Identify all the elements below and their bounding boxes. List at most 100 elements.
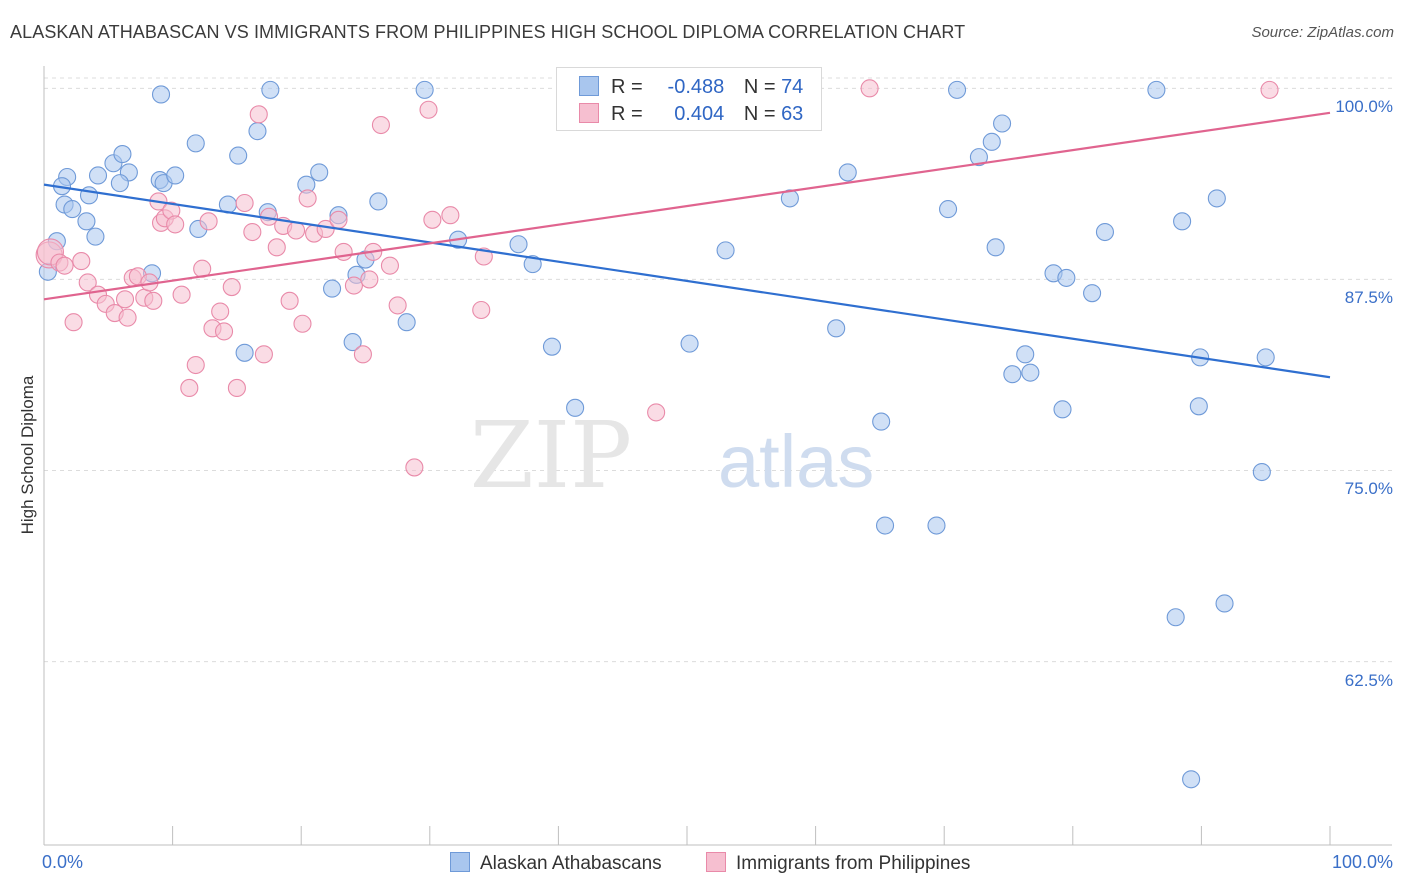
r-label: R = (611, 76, 643, 98)
athabascan-point (509, 235, 528, 254)
philippines-point (214, 322, 234, 341)
athabascan-point (872, 412, 891, 431)
athabascan-point (310, 163, 329, 182)
legend-label: Immigrants from Philippines (736, 853, 971, 874)
philippines-point (118, 308, 137, 327)
athabascan-point (323, 279, 342, 298)
athabascan-point (523, 255, 542, 274)
athabascan-point (1057, 268, 1076, 287)
philippines-point (472, 300, 491, 320)
philippines-trend-line (43, 111, 1331, 301)
philippines-point (441, 206, 460, 225)
athabascan-point (716, 241, 735, 260)
x-tick-label-min: 0.0% (42, 852, 84, 872)
athabascan-point (343, 333, 362, 352)
philippines-point (222, 278, 241, 297)
athabascan-point (1053, 400, 1072, 419)
philippines-point (423, 210, 442, 229)
athabascan-point (1095, 222, 1114, 242)
athabascan-point (235, 343, 254, 362)
athabascan-point (993, 114, 1012, 133)
athabascan-point (838, 163, 857, 182)
philippines-point (344, 276, 363, 295)
philippines-point (405, 458, 424, 477)
y-tick-label: 75.0% (1344, 479, 1393, 499)
philippines-point (115, 290, 135, 309)
philippines-point (254, 345, 273, 364)
athabascan-point (86, 227, 105, 246)
philippines-point (243, 222, 262, 242)
trend-lines (43, 111, 1331, 379)
n-value: 63 (781, 103, 804, 125)
athabascan-point (415, 80, 434, 99)
athabascan-point (77, 212, 96, 231)
athabascan-point (1256, 348, 1275, 367)
y-tick-label: 62.5% (1344, 670, 1393, 690)
athabascan-point (1182, 770, 1201, 789)
athabascan-point (948, 80, 967, 99)
athabascan-point (982, 132, 1001, 151)
athabascan-point (88, 166, 108, 185)
stats-row-athabascan: R = -0.488 N = 74 (579, 76, 803, 100)
athabascan-point (261, 80, 280, 99)
philippines-point (64, 313, 83, 332)
correlation-stats-box: R = -0.488 N = 74 R = 0.404 N = 63 (556, 67, 822, 131)
philippines-point (172, 285, 191, 304)
athabascan-point (1189, 397, 1208, 416)
athabascan-point (110, 174, 129, 193)
source-label: Source: ZipAtlas.com (1251, 24, 1394, 41)
x-tick-label-max: 100.0% (1331, 852, 1393, 872)
watermark-atlas: atlas (718, 420, 874, 503)
athabascan-point (680, 334, 699, 353)
athabascan-point (1003, 365, 1022, 384)
philippines-point (166, 215, 185, 234)
legend-swatch (706, 852, 726, 872)
athabascan-trend-line (43, 183, 1331, 379)
scatter-points (35, 79, 1279, 789)
athabascan-point (229, 146, 248, 165)
philippines-point (280, 291, 299, 310)
athabascan-point (397, 313, 416, 332)
philippines-point (860, 79, 879, 98)
r-label: R = (611, 103, 643, 125)
legend-label: Alaskan Athabascans (480, 853, 662, 874)
philippines-point (180, 378, 199, 397)
philippines-point (144, 291, 163, 310)
philippines-point (334, 242, 353, 261)
legend-item-philippines[interactable]: Immigrants from Philippines (706, 852, 970, 875)
athabascan-point (166, 166, 185, 185)
athabascan-point (969, 148, 988, 167)
athabascan-point (1083, 284, 1102, 303)
philippines-point (388, 296, 407, 315)
n-label: N = (743, 103, 776, 125)
athabascan-point (1252, 462, 1271, 482)
athabascan-point (875, 516, 895, 535)
philippines-point (371, 115, 390, 135)
philippines-point (235, 193, 254, 213)
athabascan-swatch (579, 76, 599, 96)
athabascan-point (1147, 80, 1166, 99)
philippines-point (55, 256, 74, 275)
philippines-point (78, 273, 97, 292)
y-axis-label: High School Diploma (18, 375, 37, 535)
philippines-swatch (579, 103, 599, 123)
athabascan-point (369, 192, 388, 211)
philippines-point (1260, 80, 1279, 99)
philippines-point (287, 221, 306, 240)
philippines-point (298, 189, 317, 208)
athabascan-point (1173, 212, 1192, 231)
philippines-point (72, 252, 91, 271)
r-value: -0.488 (667, 76, 725, 98)
athabascan-point (780, 189, 799, 208)
axes (43, 66, 1392, 846)
legend-item-athabascans[interactable]: Alaskan Athabascans (450, 852, 662, 875)
gridlines (44, 77, 1392, 663)
stats-row-philippines: R = 0.404 N = 63 (579, 103, 803, 127)
athabascan-point (986, 238, 1005, 257)
philippines-point (329, 210, 348, 229)
chart-title: ALASKAN ATHABASCAN VS IMMIGRANTS FROM PH… (10, 22, 966, 42)
philippines-point (380, 256, 399, 275)
athabascan-point (1021, 363, 1040, 382)
athabascan-point (927, 516, 946, 535)
